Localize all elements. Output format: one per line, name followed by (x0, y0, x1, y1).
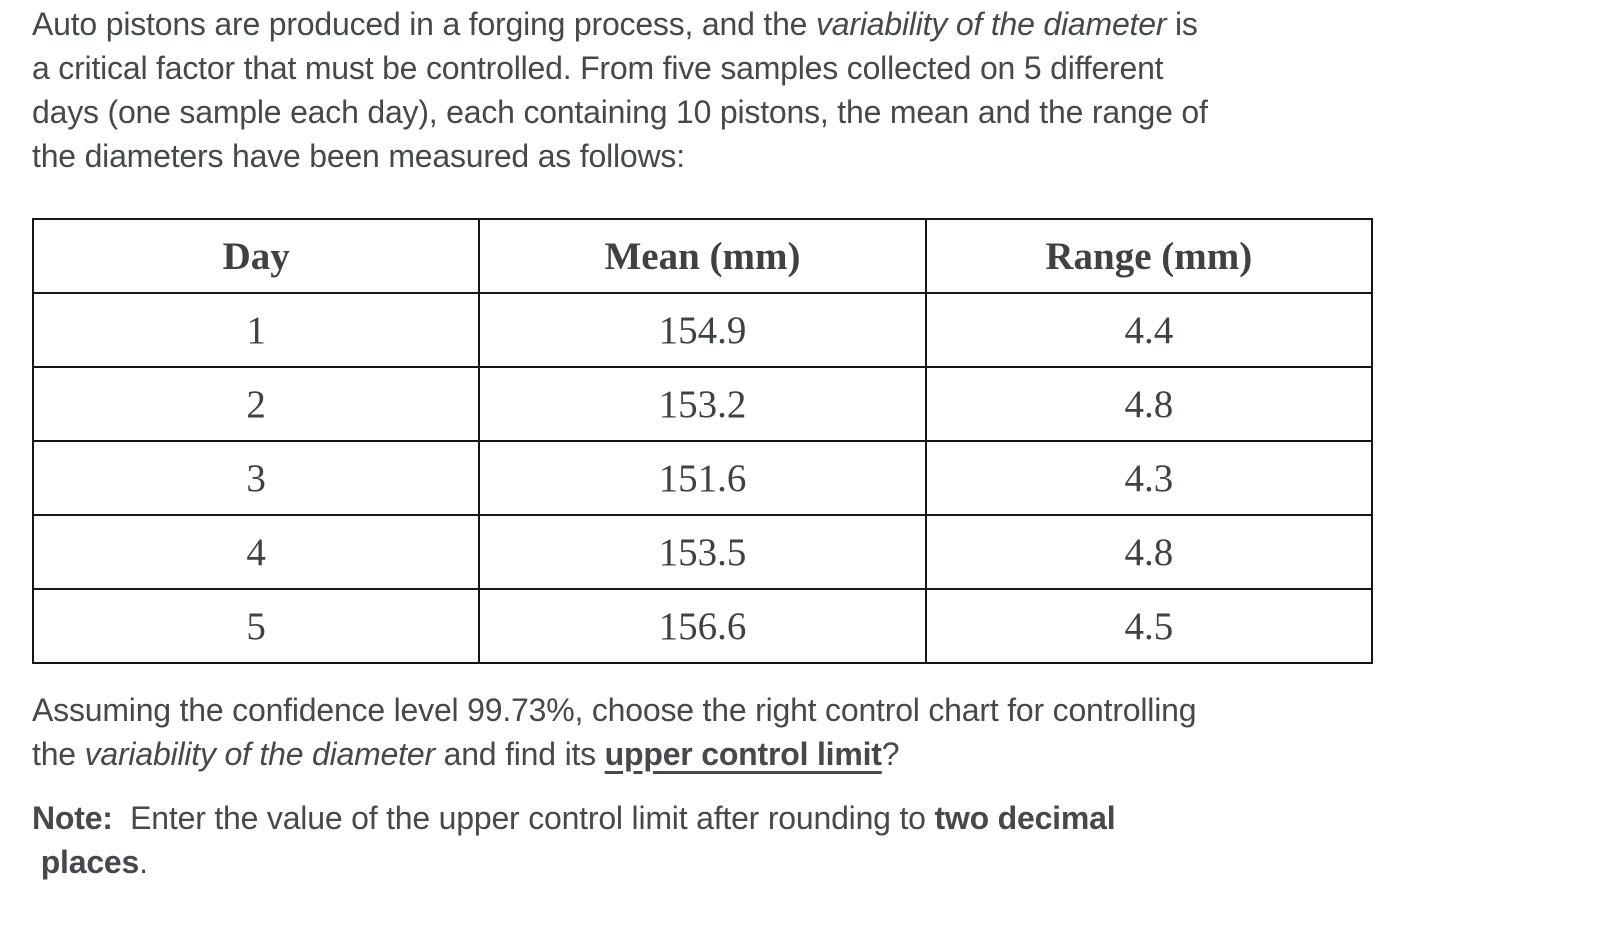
table-cell-day: 1 (31, 292, 481, 368)
table-header-range: Range (mm) (924, 218, 1374, 294)
note-text-segment (32, 844, 41, 880)
question-text-line1: Assuming the confidence level 99.73%, ch… (32, 692, 1197, 728)
note-bold-phrase: places (40, 844, 140, 880)
table-header-mean: Mean (mm) (478, 218, 927, 294)
note-paragraph: Note: Enter the value of the upper contr… (32, 796, 1572, 884)
table-cell-mean: 151.6 (478, 440, 927, 516)
intro-text-segment: Auto pistons are produced in a forging p… (32, 6, 816, 42)
table-cell-range: 4.8 (924, 514, 1374, 590)
table-header-day: Day (31, 218, 481, 294)
table-cell-mean: 156.6 (478, 588, 927, 664)
table-cell-mean: 153.2 (478, 366, 927, 442)
intro-text-line3: days (one sample each day), each contain… (32, 94, 1208, 130)
question-text-segment: the (32, 736, 85, 772)
table-cell-range: 4.4 (924, 292, 1374, 368)
table-row: 2 153.2 4.8 (31, 366, 1374, 442)
table-row: Day Mean (mm) Range (mm) (31, 218, 1374, 294)
note-text-segment: Enter the value of the upper control lim… (112, 800, 935, 836)
note-bold-phrase: two decimal (934, 800, 1116, 836)
question-text-segment: ? (881, 736, 900, 772)
table-row: 1 154.9 4.4 (31, 292, 1374, 368)
table-header-row: Day Mean (mm) Range (mm) (31, 218, 1374, 294)
intro-text-segment: is (1166, 6, 1198, 42)
table-cell-mean: 154.9 (478, 292, 927, 368)
question-text-segment: and find its (434, 736, 605, 772)
upper-control-limit-phrase: upper control limit (604, 736, 882, 772)
table-body: 1 154.9 4.4 2 153.2 4.8 3 151.6 4.3 4 15… (31, 292, 1374, 664)
question-italic-phrase: variability of the diameter (84, 736, 436, 772)
table-cell-day: 3 (31, 440, 481, 516)
question-paragraph: Assuming the confidence level 99.73%, ch… (32, 688, 1572, 776)
samples-data-table: Day Mean (mm) Range (mm) 1 154.9 4.4 2 1… (31, 218, 1374, 664)
note-label: Note: (32, 800, 113, 836)
intro-paragraph: Auto pistons are produced in a forging p… (32, 2, 1572, 178)
table-cell-range: 4.3 (924, 440, 1374, 516)
table-cell-range: 4.5 (924, 588, 1374, 664)
table-cell-day: 4 (31, 514, 481, 590)
intro-text-line2: a critical factor that must be controlle… (32, 50, 1164, 86)
table-row: 3 151.6 4.3 (31, 440, 1374, 516)
table-cell-day: 5 (31, 588, 481, 664)
table-row: 4 153.5 4.8 (31, 514, 1374, 590)
intro-text-line4: the diameters have been measured as foll… (32, 138, 685, 174)
table-cell-day: 2 (31, 366, 481, 442)
intro-italic-phrase: variability of the diameter (815, 6, 1167, 42)
table-cell-range: 4.8 (924, 366, 1374, 442)
question-document: Auto pistons are produced in a forging p… (31, 2, 1572, 884)
table-cell-mean: 153.5 (478, 514, 927, 590)
table-row: 5 156.6 4.5 (31, 588, 1374, 664)
note-text-segment: . (139, 844, 148, 880)
